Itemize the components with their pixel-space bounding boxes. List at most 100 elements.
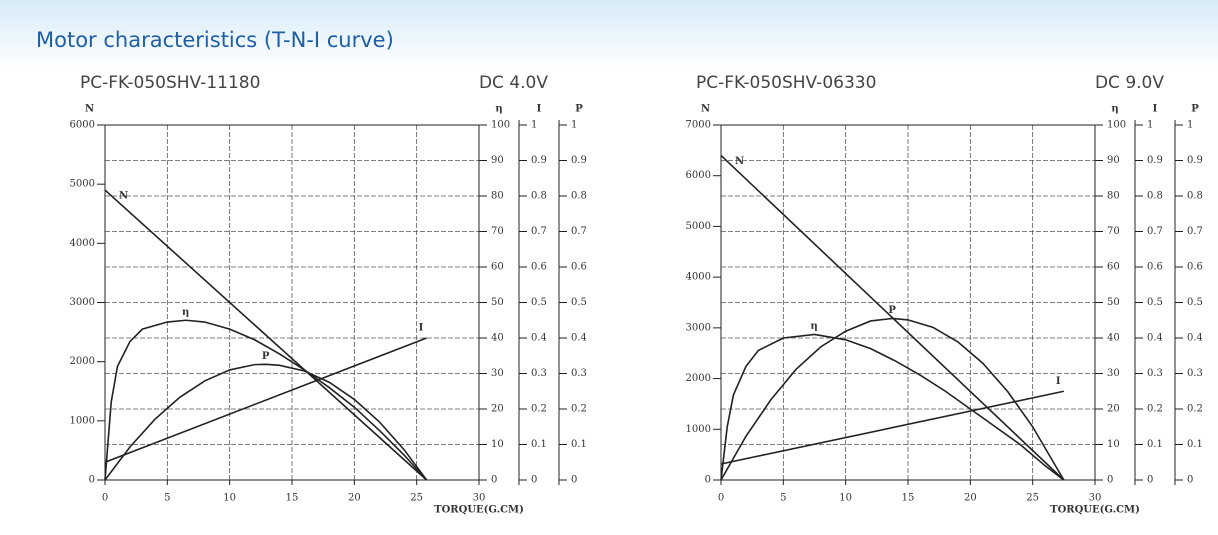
y-tick-label: 6000 xyxy=(686,170,711,181)
tick-label: 0.2 xyxy=(1187,404,1203,415)
y-axis-label: N xyxy=(85,104,94,115)
x-tick-label: 20 xyxy=(348,493,361,504)
y-tick-label: 5000 xyxy=(70,179,95,190)
x-axis-label: TORQUE(G.CM) xyxy=(1050,505,1140,516)
tick-label: 10 xyxy=(1107,439,1120,450)
tick-label: 0.5 xyxy=(1187,297,1203,308)
tick-label: 0.4 xyxy=(1147,333,1163,344)
tick-label: 0 xyxy=(491,475,497,486)
curve-label: P xyxy=(888,305,896,316)
y-tick-label: 7000 xyxy=(686,120,711,131)
y-axis-label: N xyxy=(701,104,710,115)
x-axis-label: TORQUE(G.CM) xyxy=(434,505,524,516)
tick-label: 0.8 xyxy=(571,191,587,202)
axis-label: I xyxy=(537,104,542,115)
x-tick-label: 10 xyxy=(223,493,236,504)
tick-label: 0.6 xyxy=(1147,262,1163,273)
tick-label: 0 xyxy=(1187,475,1193,486)
tick-label: 0.1 xyxy=(1187,439,1203,450)
x-tick-label: 5 xyxy=(164,493,170,504)
curve xyxy=(104,337,427,463)
tick-label: 0.6 xyxy=(1187,262,1203,273)
x-tick-label: 10 xyxy=(839,493,852,504)
page-title: Motor characteristics (T-N-I curve) xyxy=(36,28,394,52)
tick-label: 0.2 xyxy=(1147,404,1163,415)
tick-label: 100 xyxy=(1107,120,1126,131)
x-tick-label: 15 xyxy=(902,493,915,504)
curve xyxy=(720,390,1064,465)
tick-label: 0.6 xyxy=(571,262,587,273)
tick-label: 0 xyxy=(571,475,577,486)
x-tick-label: 30 xyxy=(1089,493,1102,504)
x-tick-label: 30 xyxy=(473,493,486,504)
x-tick-label: 15 xyxy=(286,493,299,504)
curve-label: I xyxy=(1056,376,1061,387)
axis-label: η xyxy=(1111,104,1118,115)
tick-label: 0.3 xyxy=(1187,368,1203,379)
tick-label: 0.5 xyxy=(571,297,587,308)
tick-label: 0.5 xyxy=(531,297,547,308)
tick-label: 0.8 xyxy=(531,191,547,202)
tick-label: 0.7 xyxy=(531,226,547,237)
tick-label: 100 xyxy=(491,120,510,131)
curve-label: P xyxy=(262,351,270,362)
tick-label: 70 xyxy=(1107,226,1120,237)
y-tick-label: 5000 xyxy=(686,221,711,232)
chart-subtitle: DC 4.0V xyxy=(479,73,548,93)
tick-label: 0.1 xyxy=(571,439,587,450)
tick-label: 1 xyxy=(531,120,537,131)
header-band xyxy=(0,0,1218,70)
chart-title: PC-FK-050SHV-06330 xyxy=(696,73,876,93)
y-tick-label: 1000 xyxy=(686,424,711,435)
tick-label: 90 xyxy=(1107,155,1120,166)
curve xyxy=(104,363,428,481)
tick-label: 70 xyxy=(491,226,504,237)
y-tick-label: 2000 xyxy=(70,356,95,367)
tick-label: 20 xyxy=(491,404,504,415)
tick-label: 0.6 xyxy=(531,262,547,273)
curve-label: N xyxy=(735,156,744,167)
curve-label: N xyxy=(119,191,128,202)
tick-label: 0.5 xyxy=(1147,297,1163,308)
tick-label: 30 xyxy=(491,368,504,379)
tick-label: 0.4 xyxy=(531,333,547,344)
curve-label: η xyxy=(811,321,818,332)
tick-label: 0.4 xyxy=(571,333,587,344)
tick-label: 0 xyxy=(531,475,537,486)
tick-label: 1 xyxy=(1147,120,1153,131)
tick-label: 40 xyxy=(1107,333,1120,344)
tick-label: 60 xyxy=(491,262,504,273)
tick-label: 0 xyxy=(1107,475,1113,486)
tick-label: 0.4 xyxy=(1187,333,1203,344)
curve-label: I xyxy=(419,323,424,334)
tick-label: 50 xyxy=(1107,297,1120,308)
tick-label: 0.7 xyxy=(571,226,587,237)
x-tick-label: 5 xyxy=(780,493,786,504)
tick-label: 0.9 xyxy=(571,155,587,166)
tick-label: 60 xyxy=(1107,262,1120,273)
y-tick-label: 3000 xyxy=(686,322,711,333)
tick-label: 0.9 xyxy=(1187,155,1203,166)
tick-label: 0.1 xyxy=(531,439,547,450)
tick-label: 0.7 xyxy=(1187,226,1203,237)
curve xyxy=(104,319,428,481)
x-tick-label: 20 xyxy=(964,493,977,504)
curve xyxy=(104,189,428,481)
tick-label: 40 xyxy=(491,333,504,344)
tick-label: 80 xyxy=(1107,191,1120,202)
tick-label: 1 xyxy=(1187,120,1193,131)
tick-label: 20 xyxy=(1107,404,1120,415)
x-tick-label: 25 xyxy=(1026,493,1039,504)
y-tick-label: 1000 xyxy=(70,415,95,426)
x-tick-label: 0 xyxy=(718,493,724,504)
y-tick-label: 2000 xyxy=(686,373,711,384)
tick-label: 10 xyxy=(491,439,504,450)
x-tick-label: 25 xyxy=(410,493,423,504)
y-tick-label: 6000 xyxy=(70,120,95,131)
y-tick-label: 4000 xyxy=(686,272,711,283)
tick-label: 0.8 xyxy=(1187,191,1203,202)
axis-label: I xyxy=(1153,104,1158,115)
tick-label: 80 xyxy=(491,191,504,202)
tick-label: 0.3 xyxy=(571,368,587,379)
